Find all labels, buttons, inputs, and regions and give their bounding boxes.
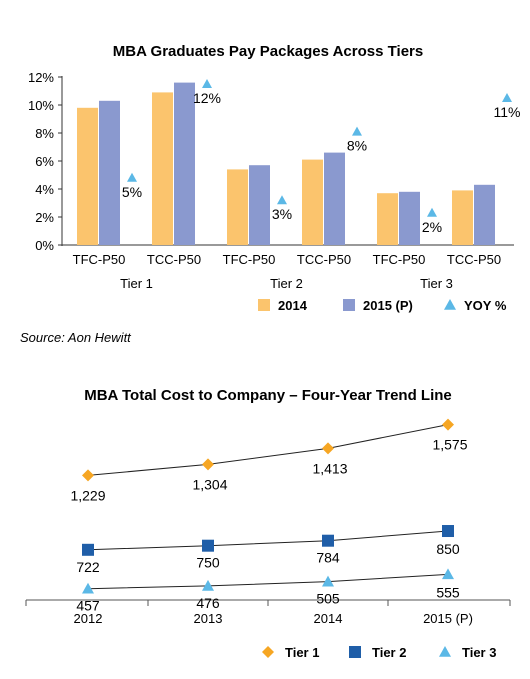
marker-square [349, 646, 361, 658]
bar-2014 [77, 107, 98, 245]
bar-2014 [302, 159, 323, 245]
x-category-label: TCC-P50 [447, 252, 501, 267]
data-label-tier-2: 850 [436, 541, 460, 557]
line-x-ticks: 2012 2013 2014 2015 (P) [25, 600, 511, 626]
marker-triangle [202, 579, 214, 591]
marker-square [202, 539, 214, 552]
bar-2015-p- [324, 152, 345, 245]
data-label-tier-1: 1,229 [70, 487, 105, 503]
yoy-data-label: 3% [272, 206, 292, 222]
series-line-tier-2 [87, 530, 449, 551]
yoy-data-label: 11% [494, 104, 521, 120]
data-label-tier-1: 1,575 [432, 437, 467, 453]
marker-diamond [442, 418, 454, 431]
data-label-tier-2: 750 [196, 555, 220, 571]
legend-swatch-2015 [343, 299, 355, 311]
y-tick-label: 2% [35, 210, 54, 225]
legend-label-tier-1: Tier 1 [285, 645, 319, 660]
data-label-tier-3: 555 [436, 584, 460, 600]
yoy-data-label: 12% [193, 90, 221, 106]
source-note: Source: Aon Hewitt [20, 330, 132, 345]
line-legend: Tier 1 Tier 2 Tier 3 [262, 645, 496, 660]
bar-series [77, 82, 495, 246]
x-group-label: Tier 2 [270, 276, 303, 291]
data-label-tier-1: 1,413 [312, 460, 347, 476]
yoy-marker [502, 93, 512, 102]
bar-y-ticks: 0% 2% 4% 6% 8% 10% 12% [28, 70, 62, 253]
x-category-label: TFC-P50 [223, 252, 276, 267]
data-label-tier-1: 1,304 [192, 476, 227, 492]
x-category-label: TFC-P50 [73, 252, 126, 267]
marker-square [442, 525, 454, 538]
marker-diamond [262, 646, 274, 658]
marker-triangle [439, 646, 451, 657]
y-tick-label: 0% [35, 238, 54, 253]
x-tick-label: 2015 (P) [423, 611, 473, 626]
bar-2014 [452, 190, 473, 245]
x-group-label: Tier 3 [420, 276, 453, 291]
legend-label-2015: 2015 (P) [363, 298, 413, 313]
bar-chart-title: MBA Graduates Pay Packages Across Tiers [113, 43, 423, 60]
x-tick-label: 2014 [314, 611, 343, 626]
data-label-tier-3: 505 [316, 591, 340, 607]
bar-2014 [152, 92, 173, 246]
yoy-data-label: 8% [347, 138, 367, 154]
legend-label-tier-3: Tier 3 [462, 645, 496, 660]
y-tick-label: 4% [35, 182, 54, 197]
series-line-tier-3 [87, 573, 449, 590]
y-tick-label: 10% [28, 98, 54, 113]
y-tick-label: 6% [35, 154, 54, 169]
x-category-label: TFC-P50 [373, 252, 426, 267]
marker-diamond [322, 442, 334, 455]
legend-label-yoy: YOY % [464, 298, 507, 313]
line-series: 1,229 1,304 1,413 1,575 722 750 784 850 457 476 50… [70, 418, 468, 614]
yoy-marker [127, 172, 137, 182]
bar-legend: 2014 2015 (P) YOY % [258, 298, 507, 313]
data-label-tier-3: 476 [196, 595, 220, 611]
marker-square [82, 543, 94, 556]
legend-swatch-yoy [444, 299, 456, 310]
yoy-data-label: 2% [422, 219, 442, 235]
x-group-label: Tier 1 [120, 276, 153, 291]
bar-2015-p- [399, 191, 420, 245]
marker-triangle [442, 568, 454, 580]
x-tick-label: 2013 [194, 611, 223, 626]
line-chart-title: MBA Total Cost to Company – Four-Year Tr… [84, 387, 452, 404]
data-label-tier-3: 457 [76, 598, 100, 614]
legend-swatch-2014 [258, 299, 270, 311]
yoy-marker [352, 126, 362, 136]
bar-2015-p- [474, 184, 495, 245]
bar-group-labels: Tier 1 Tier 2 Tier 3 [120, 276, 453, 291]
x-category-label: TCC-P50 [297, 252, 351, 267]
x-category-label: TCC-P50 [147, 252, 201, 267]
yoy-markers: 5% 12% 3% 8% 2% 11% [122, 79, 521, 235]
series-line-tier-1 [87, 424, 449, 476]
data-label-tier-2: 722 [76, 559, 100, 575]
yoy-marker [427, 207, 437, 217]
y-tick-label: 12% [28, 70, 54, 85]
yoy-data-label: 5% [122, 184, 142, 200]
data-label-tier-2: 784 [316, 550, 340, 566]
x-tick-label: 2012 [74, 611, 103, 626]
bar-category-labels: TFC-P50 TCC-P50 TFC-P50 TCC-P50 TFC-P50 TCC-P… [73, 252, 501, 267]
legend-label-2014: 2014 [278, 298, 308, 313]
legend-label-tier-2: Tier 2 [372, 645, 406, 660]
marker-triangle [82, 582, 94, 594]
marker-diamond [82, 469, 94, 482]
bar-2015-p- [99, 100, 120, 245]
bar-2014 [377, 193, 398, 245]
marker-diamond [202, 458, 214, 471]
marker-triangle [322, 575, 334, 587]
y-tick-label: 8% [35, 126, 54, 141]
bar-2014 [227, 169, 248, 245]
yoy-marker [277, 195, 287, 205]
bar-2015-p- [249, 165, 270, 245]
marker-square [322, 534, 334, 547]
bar-2015-p- [174, 82, 195, 245]
yoy-marker [202, 79, 212, 88]
